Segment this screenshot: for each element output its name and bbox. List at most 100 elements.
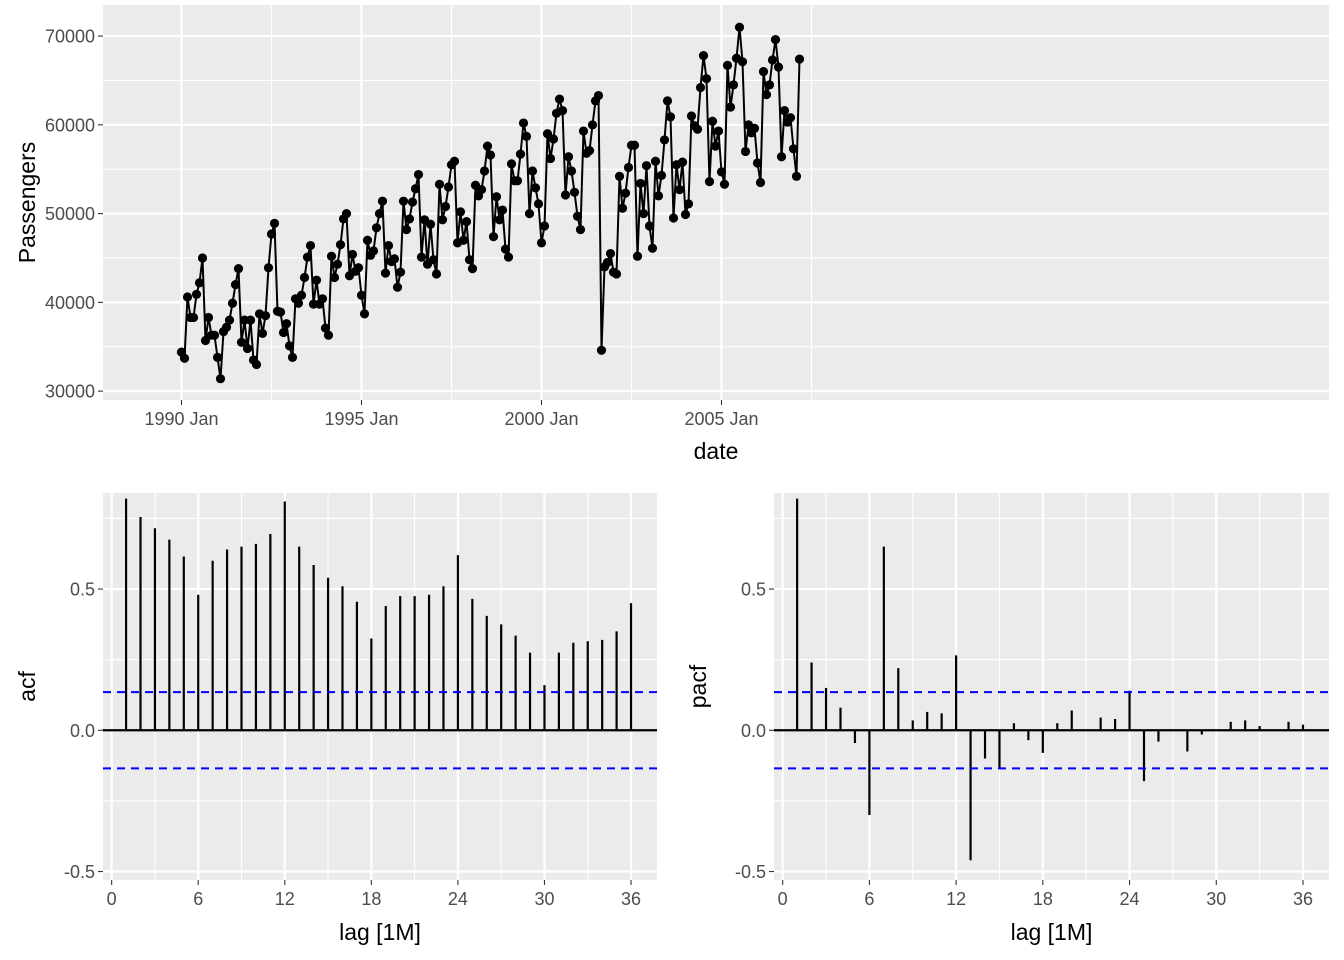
data-point	[632, 251, 643, 261]
data-point	[401, 224, 412, 235]
data-point	[656, 170, 667, 181]
data-point	[719, 179, 730, 189]
data-point	[413, 169, 424, 180]
data-point	[617, 203, 628, 213]
x-tick-label: 1995 Jan	[324, 409, 398, 429]
data-point	[557, 106, 568, 116]
data-point	[698, 50, 709, 61]
data-point	[521, 131, 532, 141]
data-point	[488, 232, 499, 242]
data-point	[563, 152, 574, 162]
data-point	[200, 335, 211, 346]
data-point	[638, 208, 649, 219]
x-tick-label: 30	[1206, 889, 1226, 909]
data-point	[620, 188, 631, 198]
data-point	[404, 214, 415, 224]
y-tick-label: 60000	[45, 115, 95, 135]
data-point	[233, 264, 244, 274]
data-point	[266, 229, 277, 239]
data-point	[692, 124, 703, 134]
data-point	[293, 298, 304, 308]
data-point	[194, 278, 205, 288]
data-point	[644, 221, 655, 231]
data-point	[629, 140, 640, 150]
data-point	[704, 177, 715, 187]
data-point	[767, 55, 778, 65]
x-tick-label: 18	[1033, 889, 1053, 909]
data-point	[380, 268, 391, 278]
x-tick-label: 2000 Jan	[504, 409, 578, 429]
data-point	[542, 129, 553, 139]
x-tick-label: 12	[946, 889, 966, 909]
data-point	[545, 153, 556, 164]
y-tick-label: 40000	[45, 293, 95, 313]
data-point	[713, 126, 724, 136]
data-point	[536, 238, 547, 248]
data-point	[191, 289, 202, 299]
data-point	[455, 207, 466, 217]
y-tick-label: 50000	[45, 204, 95, 224]
data-point	[605, 248, 616, 259]
x-tick-label: 2005 Jan	[684, 409, 758, 429]
data-point	[758, 66, 769, 77]
pacf-panel: -0.5 0.0 0.5 0 6 12 18 24 30 36 lag [1M] pacf	[685, 493, 1329, 945]
y-tick-label: 0.0	[70, 721, 95, 741]
data-point	[227, 298, 238, 308]
data-point	[317, 294, 328, 304]
data-point	[458, 235, 469, 245]
data-point	[662, 96, 673, 106]
data-point	[725, 102, 736, 112]
data-point	[506, 159, 517, 169]
y-axis-title: pacf	[685, 664, 711, 708]
data-point	[701, 74, 712, 84]
data-point	[383, 240, 394, 251]
data-point	[659, 135, 670, 145]
x-tick-label: 30	[534, 889, 554, 909]
data-point	[575, 224, 586, 235]
data-point	[716, 167, 727, 177]
data-point	[686, 111, 697, 121]
y-tick-label: -0.5	[735, 862, 766, 882]
data-point	[737, 57, 748, 67]
data-point	[587, 120, 598, 130]
data-point	[260, 311, 271, 321]
plot-background	[103, 493, 657, 880]
data-point	[377, 196, 388, 206]
data-point	[323, 330, 334, 340]
data-point	[566, 166, 577, 176]
data-point	[572, 211, 583, 221]
data-point	[497, 205, 508, 215]
data-point	[641, 161, 652, 171]
data-point	[341, 208, 352, 219]
data-point	[593, 90, 604, 101]
data-point	[296, 290, 307, 300]
data-point	[773, 62, 784, 72]
data-point	[356, 290, 367, 300]
data-point	[548, 134, 559, 144]
data-point	[728, 80, 739, 90]
data-point	[476, 185, 487, 195]
data-point	[362, 235, 373, 245]
data-point	[281, 319, 292, 329]
data-point	[614, 171, 625, 181]
data-point	[752, 158, 763, 168]
data-point	[251, 359, 262, 370]
data-point	[242, 343, 253, 354]
data-point	[584, 145, 595, 156]
data-point	[539, 221, 550, 231]
data-point	[755, 177, 766, 188]
data-point	[530, 183, 541, 193]
data-point	[230, 280, 241, 290]
x-tick-label: 24	[448, 889, 468, 909]
data-point	[359, 309, 370, 319]
x-tick-label: 0	[778, 889, 788, 909]
data-point	[749, 123, 760, 133]
data-point	[722, 60, 733, 70]
y-tick-label: 70000	[45, 27, 95, 47]
data-point	[257, 328, 268, 339]
y-tick-label: -0.5	[64, 862, 95, 882]
data-point	[494, 215, 505, 225]
data-point	[395, 267, 406, 277]
y-tick-label: 30000	[45, 382, 95, 402]
